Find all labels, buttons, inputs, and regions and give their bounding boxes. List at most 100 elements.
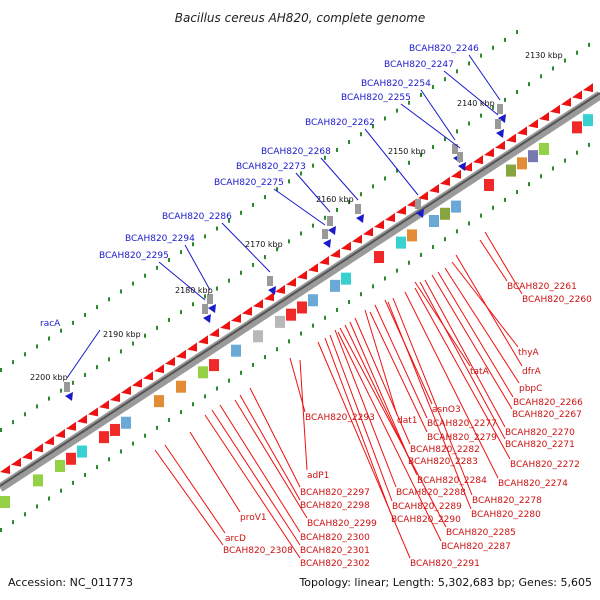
gene-label[interactable]: adP1 — [307, 471, 329, 481]
gene-arrow — [583, 83, 593, 93]
reverse-gene-arrow — [328, 226, 336, 235]
track-dot — [60, 388, 62, 393]
gene-label[interactable]: BCAH820_2308 — [223, 546, 293, 556]
dotted-tracks — [0, 30, 590, 532]
track-dot — [24, 412, 26, 417]
gene-label[interactable]: BCAH820_2275 — [214, 178, 284, 188]
track-dot — [156, 265, 158, 270]
gene-label[interactable]: BCAH820_2278 — [472, 496, 542, 506]
gene-arrow — [451, 169, 461, 179]
track-dot — [108, 357, 110, 362]
gene-label[interactable]: arcD — [225, 534, 246, 544]
track-dot — [432, 245, 434, 250]
track-dot — [444, 237, 446, 242]
gene-label[interactable]: dfrA — [522, 367, 542, 377]
gene-label[interactable]: BCAH820_2287 — [441, 542, 511, 552]
gene-label[interactable]: thyA — [518, 348, 540, 358]
track-dot — [24, 352, 26, 357]
gene-arrow — [495, 140, 505, 150]
gene-arrow — [187, 342, 197, 352]
gene-block — [77, 445, 87, 458]
gene-block — [374, 251, 384, 264]
gene-label[interactable]: proV1 — [240, 513, 267, 523]
connector-line — [211, 409, 301, 546]
gene-label[interactable]: BCAH820_2246 — [409, 44, 479, 54]
gene-label[interactable]: BCAH820_2286 — [162, 212, 232, 222]
gene-label[interactable]: BCAH820_2289 — [392, 502, 462, 512]
gene-label[interactable]: BCAH820_2260 — [522, 295, 592, 305]
gene-label[interactable]: BCAH820_2293 — [305, 413, 375, 423]
gene-label[interactable]: BCAH820_2272 — [510, 460, 580, 470]
gene-label[interactable]: BCAH820_2273 — [236, 162, 306, 172]
gene-label[interactable]: asnO3 — [432, 405, 461, 415]
gene-label[interactable]: BCAH820_2280 — [471, 510, 541, 520]
gene-label[interactable]: BCAH820_2277 — [427, 419, 497, 429]
gene-label[interactable]: BCAH820_2274 — [498, 479, 568, 489]
connector-line — [234, 399, 308, 519]
gene-label[interactable]: BCAH820_2302 — [300, 559, 370, 569]
reverse-gene-arrow — [203, 314, 211, 323]
track-dot — [504, 97, 506, 102]
track-dot — [288, 179, 290, 184]
track-dot — [204, 294, 206, 299]
gene-block — [440, 207, 450, 220]
track-dot — [552, 166, 554, 171]
gene-label[interactable]: BCAH820_2270 — [505, 428, 575, 438]
gene-label[interactable]: BCAH820_2267 — [512, 410, 582, 420]
gene-label[interactable]: BCAH820_2288 — [396, 488, 466, 498]
gene-label[interactable]: BCAH820_2283 — [408, 457, 478, 467]
gene-label[interactable]: BCAH820_2301 — [300, 546, 370, 556]
track-dot — [120, 349, 122, 354]
connector-line — [189, 431, 241, 513]
accession-text: Accession: NC_011773 — [8, 576, 133, 589]
track-dot — [324, 315, 326, 320]
gene-label[interactable]: BCAH820_2284 — [417, 476, 487, 486]
reverse-gene-arrow — [458, 162, 466, 171]
track-dot — [72, 320, 74, 325]
track-dot — [384, 176, 386, 181]
gene-label[interactable]: BCAH820_2261 — [507, 282, 577, 292]
gene-label[interactable]: BCAH820_2279 — [427, 433, 497, 443]
gene-arrow — [539, 111, 549, 121]
track-dot — [528, 82, 530, 87]
gene-label[interactable]: BCAH820_2300 — [300, 533, 370, 543]
gene-label[interactable]: BCAH820_2282 — [410, 445, 480, 455]
track-dot — [36, 404, 38, 409]
gene-block — [407, 229, 417, 242]
track-dot — [228, 378, 230, 383]
track-dot — [468, 121, 470, 126]
gene-label[interactable]: BCAH820_2285 — [446, 528, 516, 538]
reverse-gene-block — [497, 104, 503, 114]
gene-label[interactable]: BCAH820_2266 — [513, 398, 583, 408]
connector-line — [374, 304, 428, 419]
gene-block — [539, 142, 549, 155]
track-dot — [108, 457, 110, 462]
gene-label[interactable]: BCAH820_2299 — [307, 519, 377, 529]
gene-label[interactable]: racA — [40, 319, 61, 329]
track-dot — [564, 158, 566, 163]
gene-label[interactable]: BCAH820_2294 — [125, 234, 195, 244]
track-dot — [504, 197, 506, 202]
gene-label[interactable]: BCAH820_2295 — [99, 251, 169, 261]
gene-label[interactable]: BCAH820_2271 — [505, 440, 575, 450]
gene-label[interactable]: dat1 — [397, 416, 417, 426]
gene-label[interactable]: BCAH820_2255 — [341, 93, 411, 103]
track-dot — [168, 257, 170, 262]
gene-arrow — [396, 205, 406, 215]
gene-label[interactable]: BCAH820_2298 — [300, 501, 370, 511]
gene-label[interactable]: pbpC — [519, 384, 542, 394]
gene-label[interactable]: BCAH820_2268 — [261, 147, 331, 157]
gene-arrow — [88, 407, 98, 417]
gene-label[interactable]: BCAH820_2297 — [300, 488, 370, 498]
gene-label[interactable]: BCAH820_2291 — [410, 559, 480, 569]
gene-label[interactable]: BCAH820_2290 — [391, 515, 461, 525]
track-dot — [96, 465, 98, 470]
reverse-gene-block — [495, 119, 501, 129]
gene-label[interactable]: tatA — [470, 367, 490, 377]
gene-label[interactable]: BCAH820_2254 — [361, 79, 431, 89]
connector-line — [204, 414, 301, 559]
gene-label[interactable]: BCAH820_2262 — [305, 118, 375, 128]
reverse-gene-arrow — [356, 214, 364, 223]
gene-label[interactable]: BCAH820_2247 — [384, 60, 454, 70]
